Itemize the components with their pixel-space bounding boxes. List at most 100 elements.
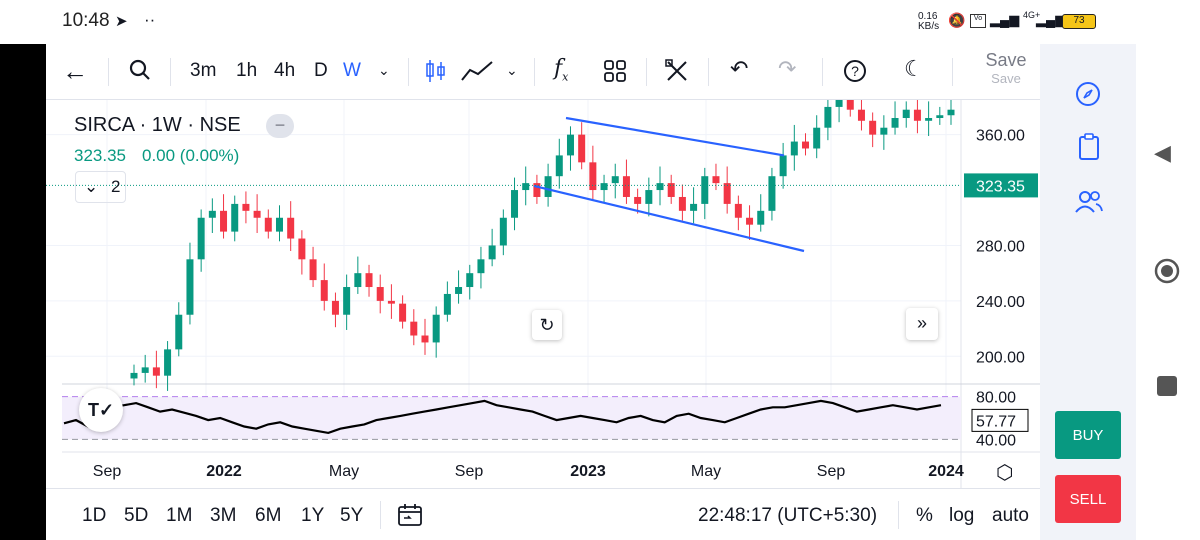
candles-icon[interactable] xyxy=(424,58,448,84)
save-button[interactable]: Save Save xyxy=(976,50,1036,86)
toolbar-divider xyxy=(534,58,535,86)
undo-icon[interactable]: ↶ xyxy=(730,56,749,81)
candle-body xyxy=(298,238,306,260)
percent-toggle[interactable]: % xyxy=(916,505,933,526)
community-users-icon[interactable] xyxy=(1074,188,1104,216)
buy-button[interactable]: BUY xyxy=(1055,411,1121,459)
candle-body xyxy=(690,203,698,211)
candle-body xyxy=(410,321,418,336)
time-tick-label: May xyxy=(691,463,721,480)
nav-home-icon[interactable] xyxy=(1154,258,1180,284)
symbol-title[interactable]: SIRCA · 1W · NSE xyxy=(74,114,241,136)
candle-body xyxy=(600,183,608,191)
interval-chevron-down-icon[interactable]: ⌄ xyxy=(378,62,390,78)
price-tick-label: 280.00 xyxy=(976,238,1025,255)
candle-body xyxy=(555,155,563,177)
candle-body xyxy=(186,259,194,315)
chart-type-chevron-down-icon[interactable]: ⌄ xyxy=(506,62,518,78)
price-tick-label: 200.00 xyxy=(976,349,1025,366)
scroll-to-latest-button[interactable]: » xyxy=(906,308,938,340)
candle-body xyxy=(320,280,328,301)
interval-3m[interactable]: 3m xyxy=(190,60,217,81)
candle-body xyxy=(790,141,798,156)
help-icon[interactable]: ? xyxy=(842,58,868,84)
range-1m[interactable]: 1M xyxy=(166,505,193,526)
candle-body xyxy=(723,183,731,204)
side-panel xyxy=(1040,44,1136,540)
interval-1h[interactable]: 1h xyxy=(236,60,258,81)
range-5d[interactable]: 5D xyxy=(124,505,149,526)
toolbar-divider xyxy=(822,58,823,86)
toolbar-divider xyxy=(170,58,171,86)
candle-body xyxy=(734,203,742,218)
candle-body xyxy=(667,183,675,197)
date-range-calendar-icon[interactable] xyxy=(396,501,424,529)
auto-toggle[interactable]: auto xyxy=(992,505,1029,526)
indicators-toggle-button[interactable]: ⌄ 2 xyxy=(75,171,126,203)
candle-body xyxy=(656,183,664,191)
indicators-fx-icon[interactable]: fx xyxy=(554,56,569,84)
redo-icon[interactable]: ↷ xyxy=(778,56,797,81)
save-label: Save xyxy=(985,50,1027,70)
signal-icon: ▂▄▆ xyxy=(990,12,1020,27)
candle-body xyxy=(846,100,854,110)
candle-body xyxy=(466,273,474,288)
data-speed-value: 0.16 xyxy=(918,11,938,22)
range-6m[interactable]: 6M xyxy=(255,505,282,526)
location-arrow-icon: ➤ xyxy=(115,13,128,30)
candle-body xyxy=(432,314,440,343)
clipboard-icon[interactable] xyxy=(1076,132,1102,162)
interval-d[interactable]: D xyxy=(314,60,328,81)
line-chart-icon[interactable] xyxy=(460,58,494,84)
candle-body xyxy=(701,176,709,204)
candle-body xyxy=(242,203,250,211)
dark-mode-moon-icon[interactable]: ☾ xyxy=(904,56,924,81)
toolbar-divider xyxy=(952,58,953,86)
clock-timezone[interactable]: 22:48:17 (UTC+5:30) xyxy=(698,505,878,526)
settings-hexagon-icon[interactable]: ⬡ xyxy=(996,462,1014,484)
candle-body xyxy=(152,367,160,376)
tv-logo-icon: T✓ xyxy=(87,400,115,420)
compass-icon[interactable] xyxy=(1074,80,1102,108)
range-3m[interactable]: 3M xyxy=(210,505,237,526)
candle-body xyxy=(130,372,138,379)
candle-body xyxy=(925,118,933,121)
drawing-tools-icon[interactable] xyxy=(664,58,690,84)
range-1d[interactable]: 1D xyxy=(82,505,107,526)
log-toggle[interactable]: log xyxy=(949,505,975,526)
nav-recents-icon[interactable] xyxy=(1157,376,1177,396)
chart-canvas[interactable]: 360.00 280.00 240.00 200.00 323.35 80.00 40.00… xyxy=(46,100,1040,488)
legend-collapse-button[interactable]: − xyxy=(266,114,294,138)
candle-body xyxy=(880,127,888,135)
interval-4h[interactable]: 4h xyxy=(274,60,296,81)
candle-body xyxy=(902,109,910,119)
candle-body xyxy=(835,100,843,107)
candle-body xyxy=(757,210,765,225)
candle-body xyxy=(220,210,228,232)
candle-body xyxy=(365,273,373,288)
bottom-divider xyxy=(380,501,381,529)
indicators-count: 2 xyxy=(110,177,121,196)
range-5y[interactable]: 5Y xyxy=(340,505,364,526)
candle-body xyxy=(522,183,530,191)
bottom-bar: 1D 5D 1M 3M 6M 1Y 5Y 22:48:17 (UTC+5:30)… xyxy=(46,488,1040,540)
range-1y[interactable]: 1Y xyxy=(301,505,325,526)
chart-area[interactable]: 360.00 280.00 240.00 200.00 323.35 80.00 40.00… xyxy=(46,100,1040,488)
tradingview-logo[interactable]: T✓ xyxy=(79,388,123,432)
candle-body xyxy=(477,259,485,274)
back-arrow-icon[interactable]: ← xyxy=(62,56,88,86)
templates-grid-icon[interactable] xyxy=(602,58,628,84)
search-icon[interactable] xyxy=(128,58,152,82)
status-indicators: 0.16 KB/s 🔕 Vo ▂▄▆ 4G+ ▂▄▆ 73 xyxy=(918,10,1108,32)
rsi-band xyxy=(62,396,961,440)
time-tick-label: May xyxy=(329,463,359,480)
reset-chart-button[interactable]: ↻ xyxy=(532,310,562,340)
sell-button[interactable]: SELL xyxy=(1055,475,1121,523)
left-gutter: › xyxy=(0,44,58,540)
bottom-divider xyxy=(898,501,899,529)
nav-back-icon[interactable]: ◀ xyxy=(1154,140,1171,165)
time-tick-label: Sep xyxy=(455,463,484,480)
candle-body xyxy=(275,217,283,232)
interval-w[interactable]: W xyxy=(343,60,361,81)
candle-body xyxy=(634,196,642,204)
